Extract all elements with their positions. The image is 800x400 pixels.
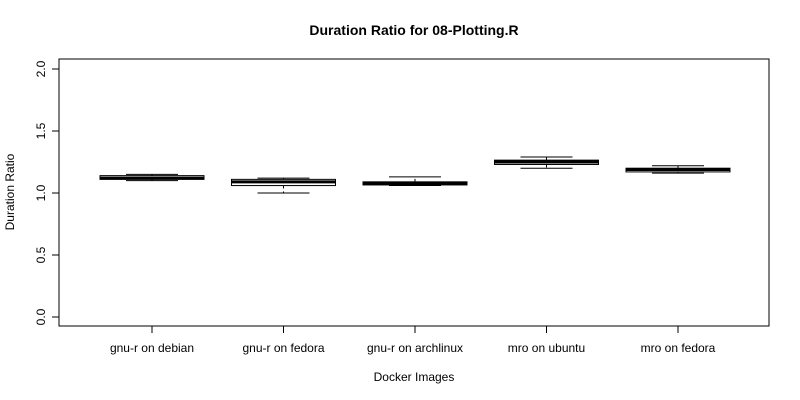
x-tick-label: mro on ubuntu <box>508 341 585 355</box>
x-axis-label: Docker Images <box>374 370 455 384</box>
chart-title: Duration Ratio for 08-Plotting.R <box>309 22 518 38</box>
plot-frame <box>58 58 770 327</box>
y-axis: 0.0 0.5 1.0 1.5 2.0 <box>34 60 60 325</box>
x-tick-label: gnu-r on debian <box>110 341 194 355</box>
x-axis: gnu-r on debian gnu-r on fedora gnu-r on a… <box>110 325 716 355</box>
box-3 <box>362 176 468 187</box>
box-4 <box>494 156 599 169</box>
x-tick-label: mro on fedora <box>641 341 716 355</box>
y-tick-label: 1.5 <box>34 122 48 139</box>
y-axis-label: Duration Ratio <box>3 153 17 230</box>
x-tick-label: gnu-r on fedora <box>242 341 324 355</box>
y-tick-label: 1.0 <box>34 184 48 201</box>
box-5 <box>625 165 731 174</box>
box-2 <box>231 177 336 194</box>
y-tick-label: 0.5 <box>34 246 48 263</box>
box-1 <box>99 173 205 182</box>
x-tick-label: gnu-r on archlinux <box>367 341 463 355</box>
y-tick-label: 0.0 <box>34 308 48 325</box>
y-tick-label: 2.0 <box>34 60 48 77</box>
boxes <box>99 156 731 194</box>
